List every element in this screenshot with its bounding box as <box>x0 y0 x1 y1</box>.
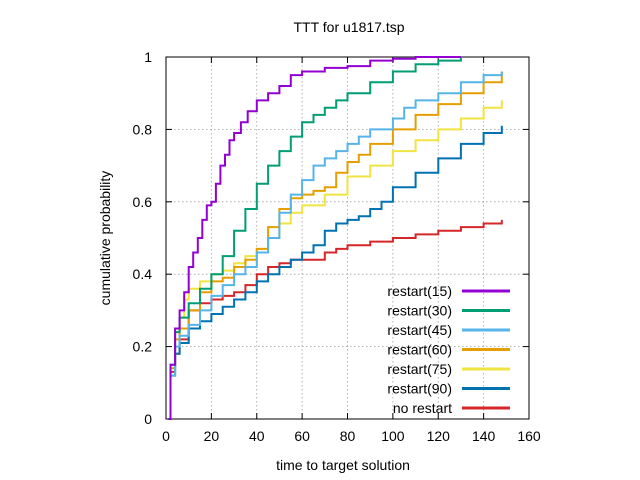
legend-label: restart(15) <box>387 283 452 299</box>
x-tick-label: 20 <box>204 428 220 444</box>
legend-label: restart(60) <box>387 342 452 358</box>
series-line <box>168 125 503 420</box>
legend-label: restart(90) <box>387 381 452 397</box>
series-line <box>168 57 462 420</box>
series-line <box>168 56 461 420</box>
axis-ticks: 0 20 40 60 80 100 120 140 160 0 0.2 0.4 0.6 0.8 1 <box>133 49 541 444</box>
y-tick-label: 0.8 <box>133 121 153 137</box>
series-lines <box>168 56 503 420</box>
chart-title: TTT for u1817.tsp <box>293 19 404 35</box>
plot-frame <box>165 56 530 420</box>
y-tick-label: 0.2 <box>133 339 153 355</box>
y-tick-label: 0.4 <box>133 266 153 282</box>
x-tick-label: 140 <box>472 428 496 444</box>
x-tick-label: 120 <box>427 428 451 444</box>
x-tick-label: 160 <box>517 428 541 444</box>
x-tick-label: 40 <box>249 428 265 444</box>
y-tick-label: 1 <box>144 49 152 65</box>
x-tick-label: 60 <box>294 428 310 444</box>
y-tick-label: 0 <box>144 411 152 427</box>
x-tick-label: 80 <box>340 428 356 444</box>
y-tick-label: 0.6 <box>133 194 153 210</box>
y-axis-label: cumulative probability <box>97 171 113 306</box>
grid <box>166 57 529 419</box>
legend-label: restart(45) <box>387 322 452 338</box>
series-line <box>168 71 503 420</box>
x-axis-label: time to target solution <box>276 457 410 473</box>
legend-label: no restart <box>393 400 452 416</box>
legend-label: restart(75) <box>387 361 452 377</box>
x-tick-label: 0 <box>162 428 170 444</box>
legend-label: restart(30) <box>387 303 452 319</box>
legend: restart(15) restart(30) restart(45) restart… <box>387 283 510 416</box>
x-tick-label: 100 <box>381 428 405 444</box>
